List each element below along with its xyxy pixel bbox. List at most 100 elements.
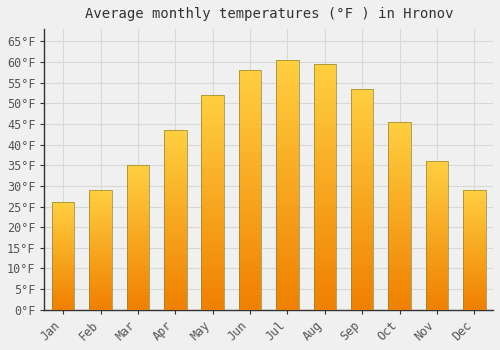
Bar [351, 142, 374, 146]
Bar [90, 269, 112, 271]
Bar [426, 191, 448, 194]
Bar [239, 305, 262, 310]
Bar [202, 288, 224, 293]
Bar [164, 170, 186, 173]
Bar [90, 190, 112, 310]
Bar [463, 290, 485, 293]
Bar [351, 168, 374, 173]
Bar [90, 216, 112, 219]
Bar [239, 267, 262, 271]
Bar [126, 186, 149, 188]
Bar [202, 267, 224, 271]
Bar [52, 273, 74, 275]
Bar [52, 297, 74, 299]
Bar [351, 111, 374, 116]
Bar [314, 98, 336, 104]
Bar [52, 215, 74, 217]
Bar [388, 204, 411, 208]
Bar [164, 130, 186, 310]
Bar [388, 268, 411, 272]
Bar [463, 247, 485, 250]
Bar [52, 245, 74, 247]
Bar [276, 75, 298, 80]
Bar [351, 151, 374, 155]
Bar [426, 220, 448, 224]
Bar [90, 226, 112, 228]
Bar [126, 220, 149, 223]
Bar [52, 226, 74, 228]
Bar [126, 289, 149, 292]
Bar [314, 221, 336, 226]
Bar [388, 216, 411, 219]
Bar [52, 286, 74, 288]
Bar [202, 177, 224, 181]
Bar [126, 215, 149, 217]
Bar [314, 266, 336, 271]
Bar [239, 176, 262, 181]
Bar [351, 244, 374, 248]
Bar [126, 264, 149, 266]
Bar [351, 217, 374, 222]
Bar [388, 156, 411, 160]
Bar [202, 155, 224, 160]
Bar [463, 293, 485, 295]
Bar [164, 231, 186, 234]
Bar [388, 186, 411, 190]
Bar [239, 243, 262, 247]
Bar [351, 138, 374, 142]
Bar [90, 236, 112, 238]
Bar [463, 199, 485, 202]
Bar [388, 302, 411, 306]
Bar [164, 288, 186, 292]
Bar [202, 237, 224, 241]
Bar [276, 225, 298, 230]
Bar [52, 301, 74, 303]
Bar [314, 275, 336, 280]
Bar [52, 211, 74, 213]
Bar [164, 145, 186, 148]
Bar [164, 184, 186, 188]
Bar [52, 234, 74, 237]
Bar [239, 295, 262, 300]
Bar [351, 164, 374, 168]
Bar [351, 102, 374, 106]
Bar [202, 95, 224, 99]
Bar [314, 128, 336, 133]
Bar [126, 203, 149, 206]
Bar [351, 222, 374, 226]
Bar [239, 171, 262, 176]
Bar [351, 234, 374, 239]
Bar [239, 262, 262, 267]
Bar [314, 104, 336, 108]
Bar [126, 295, 149, 298]
Bar [164, 292, 186, 295]
Bar [276, 270, 298, 275]
Bar [314, 226, 336, 231]
Bar [164, 198, 186, 202]
Bar [164, 173, 186, 177]
Bar [52, 275, 74, 278]
Bar [463, 267, 485, 269]
Bar [126, 243, 149, 246]
Bar [351, 89, 374, 93]
Bar [126, 197, 149, 200]
Bar [239, 190, 262, 195]
Bar [90, 255, 112, 257]
Bar [388, 197, 411, 201]
Bar [126, 255, 149, 258]
Bar [90, 233, 112, 236]
Bar [202, 198, 224, 202]
Bar [239, 209, 262, 214]
Bar [351, 261, 374, 266]
Bar [388, 219, 411, 223]
Bar [463, 211, 485, 214]
Bar [52, 228, 74, 230]
Bar [351, 173, 374, 177]
Bar [463, 257, 485, 259]
Bar [276, 230, 298, 235]
Bar [239, 70, 262, 75]
Bar [90, 204, 112, 207]
Bar [388, 178, 411, 182]
Bar [426, 212, 448, 215]
Bar [90, 193, 112, 195]
